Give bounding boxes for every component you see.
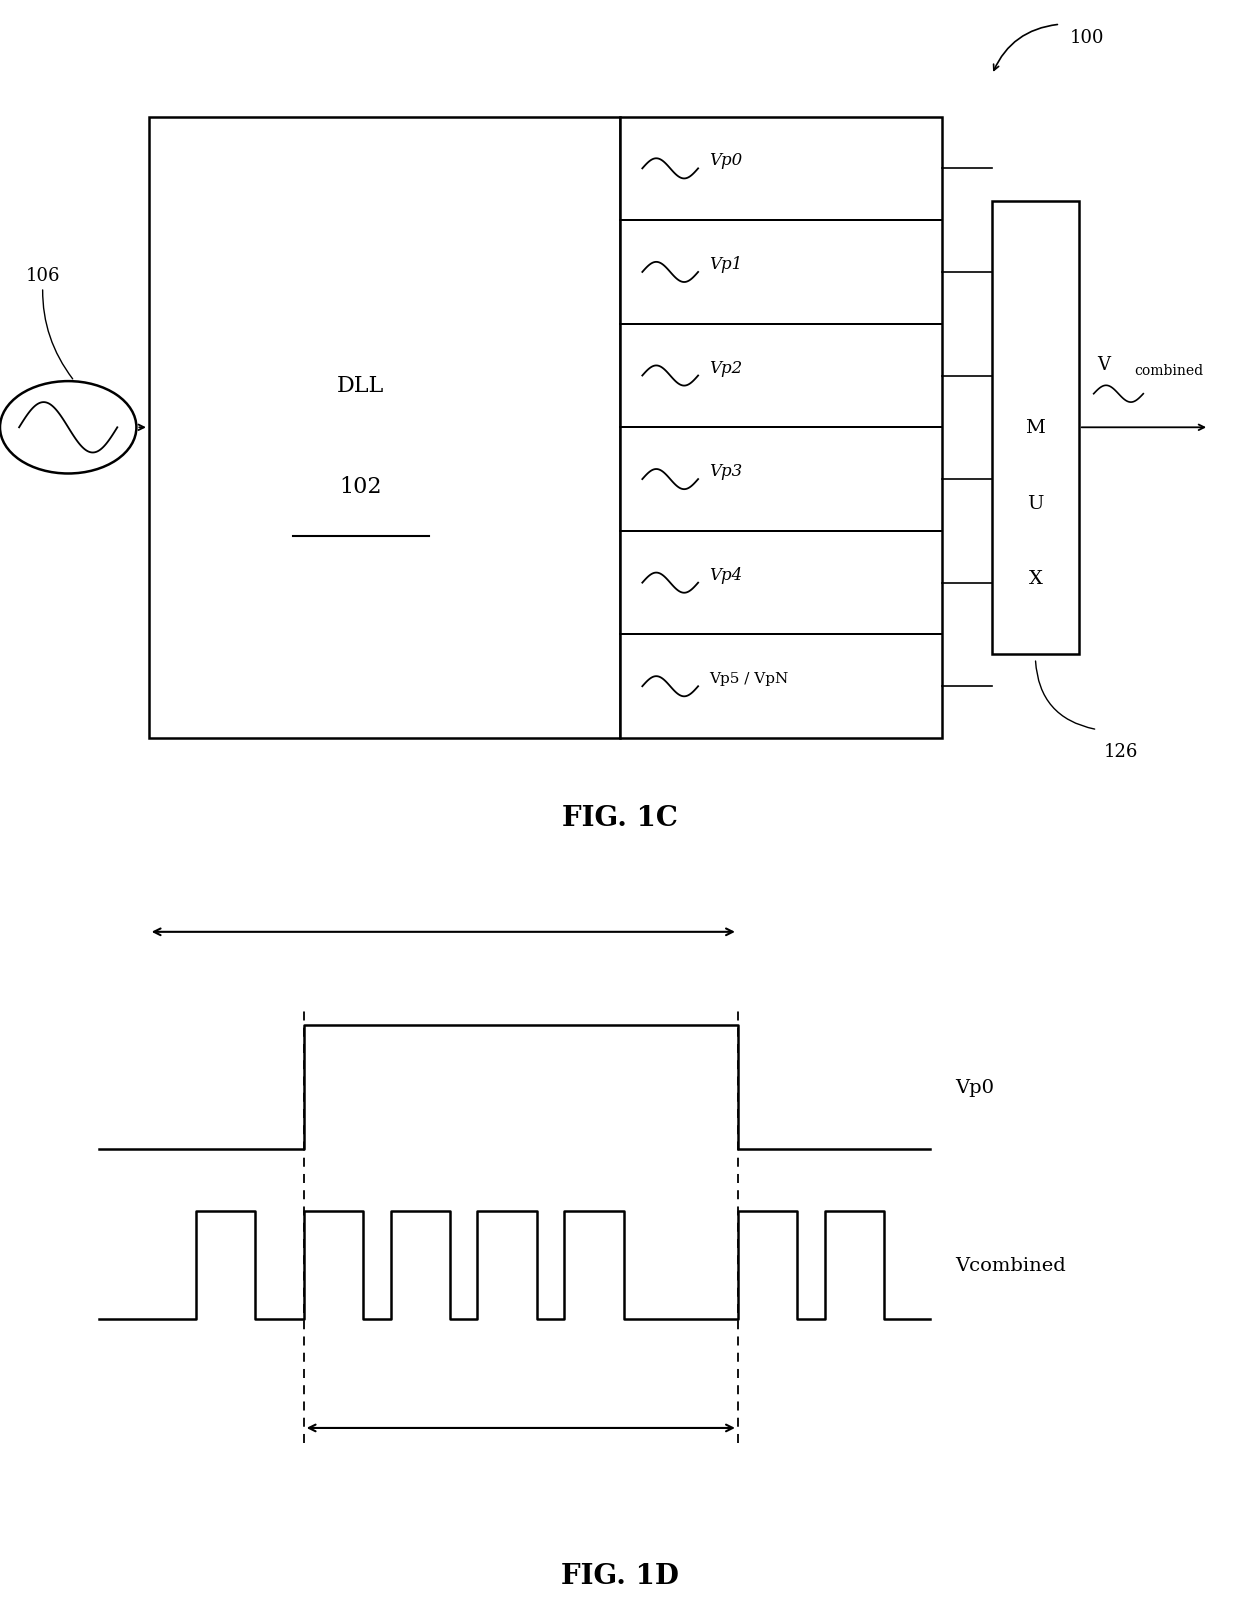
Text: DLL: DLL: [337, 374, 384, 397]
Bar: [620, 118, 942, 739]
Text: combined: combined: [1135, 363, 1204, 378]
Text: 100: 100: [1070, 29, 1105, 47]
Text: 102: 102: [340, 476, 382, 497]
Text: Vp4: Vp4: [709, 567, 743, 583]
Text: X: X: [1028, 570, 1043, 587]
Text: 126: 126: [1104, 742, 1138, 760]
Text: Vp1: Vp1: [709, 257, 743, 273]
Text: FIG. 1C: FIG. 1C: [562, 805, 678, 831]
Text: 106: 106: [26, 268, 73, 379]
Text: U: U: [1027, 494, 1044, 513]
Text: Vp0: Vp0: [709, 152, 743, 169]
Bar: [992, 202, 1079, 655]
Text: Vp0: Vp0: [955, 1078, 993, 1096]
Bar: [149, 118, 620, 739]
Text: Vcombined: Vcombined: [955, 1256, 1065, 1275]
Text: FIG. 1D: FIG. 1D: [560, 1562, 680, 1588]
Text: Vp2: Vp2: [709, 360, 743, 376]
Text: M: M: [1025, 420, 1045, 437]
Text: Vp5 / VpN: Vp5 / VpN: [709, 671, 789, 686]
Text: V: V: [1097, 355, 1110, 373]
Text: Vp3: Vp3: [709, 463, 743, 479]
